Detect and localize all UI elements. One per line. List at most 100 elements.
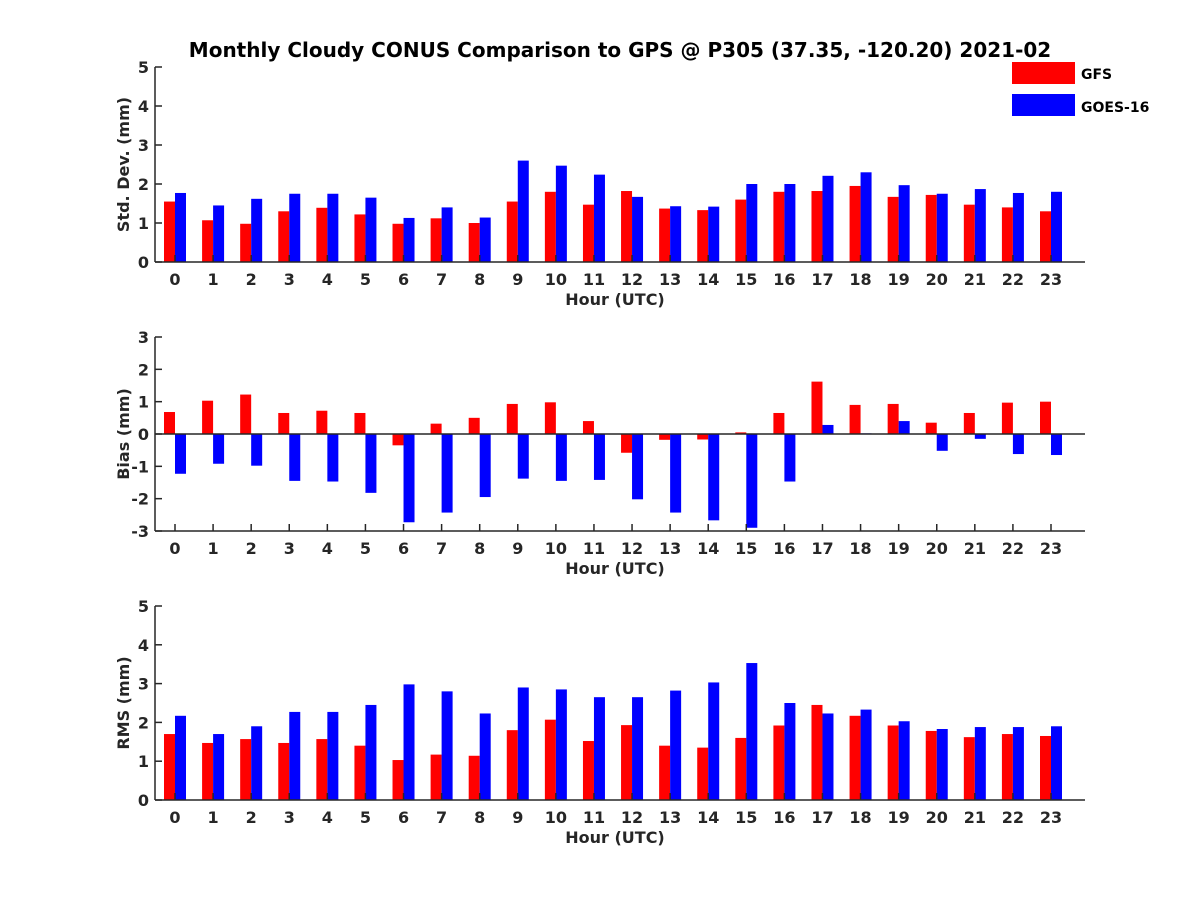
bar-gfs-hour-17 [811,191,823,262]
bar-gfs-hour-13 [659,208,671,262]
x-tick-label: 12 [621,539,643,558]
bar-gfs-hour-10 [544,719,556,800]
x-tick-label: 22 [1002,270,1024,289]
bar-gfs-hour-4 [316,739,328,800]
bar-gfs-hour-22 [1001,207,1013,262]
bar-gfs-hour-9 [506,730,518,800]
x-tick-label: 11 [583,808,605,827]
x-tick-label: 2 [246,270,257,289]
bar-goes16-hour-9 [517,687,529,800]
x-tick-label: 10 [545,808,567,827]
x-tick-label: 9 [512,270,523,289]
x-tick-label: 3 [284,270,295,289]
bar-gfs-hour-6 [392,434,404,446]
figure-title: Monthly Cloudy CONUS Comparison to GPS @… [189,38,1051,62]
bar-gfs-hour-23 [1040,401,1051,434]
bar-gfs-hour-19 [887,403,899,434]
y-tick-label: 5 [138,597,149,616]
x-tick-label: 6 [398,808,409,827]
bar-gfs-hour-20 [925,422,937,434]
bar-gfs-hour-7 [430,423,442,434]
x-tick-label: 16 [773,808,795,827]
bar-goes16-hour-13 [670,434,682,513]
x-tick-label: 8 [474,539,485,558]
x-tick-label: 18 [849,270,871,289]
x-tick-label: 22 [1002,539,1024,558]
y-tick-label: -1 [131,457,149,476]
bar-goes16-hour-22 [1012,727,1024,800]
x-tick-label: 7 [436,539,447,558]
bar-goes16-hour-5 [365,197,377,262]
x-tick-label: 18 [849,808,871,827]
x-tick-label: 4 [322,539,333,558]
y-tick-label: 5 [138,58,149,77]
bar-gfs-hour-6 [392,760,404,800]
bar-gfs-hour-13 [659,745,671,800]
legend: GFS GOES-16 [1012,62,1149,116]
bar-goes16-hour-22 [1012,192,1024,262]
x-tick-label: 22 [1002,808,1024,827]
x-tick-label: 13 [659,808,681,827]
bar-gfs-hour-3 [278,412,290,434]
bar-gfs-hour-2 [240,394,252,434]
y-tick-label: 0 [138,791,149,810]
x-tick-label: 3 [284,808,295,827]
bar-goes16-hour-16 [784,184,796,262]
bar-gfs-hour-14 [697,434,709,440]
x-tick-label: 20 [926,808,948,827]
bar-goes16-hour-11 [593,174,605,262]
bar-gfs-hour-20 [925,194,937,262]
legend-label-goes16: GOES-16 [1081,100,1149,116]
y-tick-label: 3 [138,675,149,694]
bar-goes16-hour-2 [251,434,263,466]
bar-goes16-hour-3 [289,711,301,800]
y-tick-label: 0 [138,253,149,272]
bar-goes16-hour-23 [1051,434,1062,456]
x-tick-label: 9 [512,539,523,558]
bar-goes16-hour-2 [251,198,263,262]
bar-gfs-hour-11 [582,204,594,262]
x-tick-label: 6 [398,539,409,558]
x-tick-label: 7 [436,270,447,289]
bar-goes16-hour-21 [974,727,986,800]
bar-goes16-hour-3 [289,193,301,262]
bar-goes16-hour-1 [213,734,225,800]
bar-gfs-hour-5 [354,745,366,800]
bar-goes16-hour-11 [593,697,605,800]
x-tick-label: 2 [246,808,257,827]
bar-gfs-hour-21 [963,737,975,800]
x-tick-label: 18 [849,539,871,558]
x-tick-label: 1 [208,539,219,558]
x-tick-label: 21 [964,539,986,558]
bar-goes16-hour-4 [327,434,339,482]
bar-goes16-hour-9 [517,434,529,479]
x-axis-label: Hour (UTC) [565,828,665,847]
bar-goes16-hour-0 [175,715,186,800]
x-tick-label: 20 [926,270,948,289]
x-tick-label: 1 [208,270,219,289]
bar-gfs-hour-5 [354,412,366,434]
bar-goes16-hour-14 [708,206,720,262]
bar-gfs-hour-8 [468,755,480,800]
y-tick-label: -3 [131,522,149,541]
x-tick-label: 13 [659,270,681,289]
bar-goes16-hour-20 [936,193,948,262]
bar-goes16-hour-9 [517,160,529,262]
x-tick-label: 5 [360,808,371,827]
bar-goes16-hour-6 [403,434,415,523]
x-tick-label: 8 [474,270,485,289]
bar-gfs-hour-1 [202,400,214,434]
bar-goes16-hour-10 [555,689,567,800]
bar-gfs-hour-14 [697,210,709,262]
x-tick-label: 3 [284,539,295,558]
y-tick-label: -2 [131,490,149,509]
bar-goes16-hour-19 [898,185,910,262]
bar-gfs-hour-15 [735,737,747,800]
bar-goes16-hour-17 [822,175,834,262]
y-axis-label: Bias (mm) [114,388,133,480]
bar-gfs-hour-1 [202,742,214,800]
x-tick-label: 12 [621,808,643,827]
